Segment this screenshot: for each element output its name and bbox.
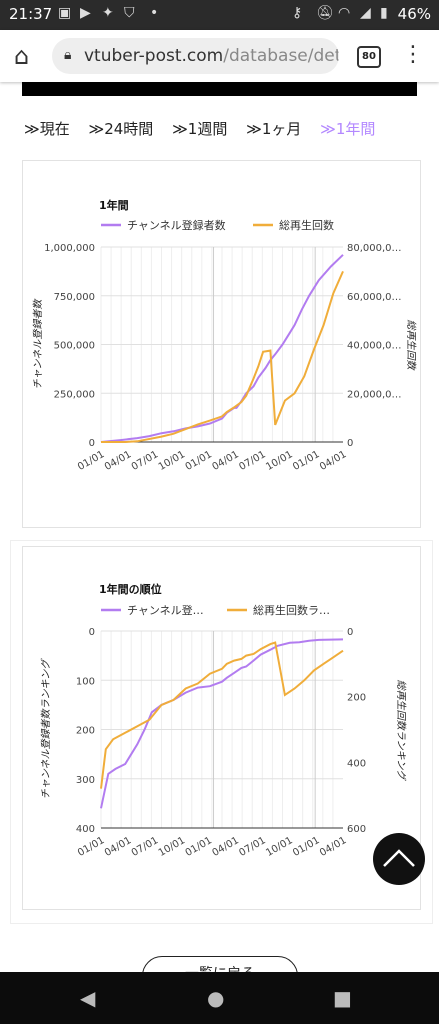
status-bar: 21:37 ▣ ▶ ✦ ⛉ • ⚷ 🔕︎ ◠ ◢ ▮ 46%	[0, 0, 439, 30]
x-tick-label: 01/01	[291, 835, 321, 859]
battery-icon: ▮	[380, 5, 388, 21]
x-tick-label: 07/01	[237, 835, 267, 859]
system-nav-bar: ◀ ● ■	[0, 972, 439, 1024]
line-icon: ▣	[58, 5, 72, 21]
legend-label: チャンネル登録者数	[127, 218, 226, 232]
x-tick-label: 07/01	[130, 835, 160, 859]
browser-toolbar: ⌂ 🔒︎ vtuber-post.com/database/deta 80 ⋮	[0, 30, 439, 82]
page-header-bar	[22, 82, 417, 96]
y-right-tick-label: 600	[347, 824, 366, 835]
x-tick-label: 04/01	[103, 449, 133, 473]
x-tick-label: 04/01	[210, 835, 240, 859]
legend-label: 総再生回数	[279, 218, 334, 232]
x-tick-label: 04/01	[103, 835, 133, 859]
y-left-tick-label: 1,000,000	[44, 243, 95, 254]
shield-icon: ⛉	[124, 5, 135, 21]
y-right-tick-label: 60,000,0…	[347, 292, 402, 303]
x-tick-label: 04/01	[210, 449, 240, 473]
url-path: /database/deta	[223, 46, 339, 66]
legend-label: チャンネル登…	[127, 603, 204, 617]
y-right-axis-label: 総再生回数	[405, 320, 417, 372]
x-tick-label: 01/01	[76, 449, 106, 473]
chart-card-growth: 1年間 チャンネル登録者数 総再生回数 1,000,000 750,000 500,000…	[22, 160, 421, 528]
chevron-up-icon	[383, 849, 415, 867]
x-tick-label: 01/01	[291, 449, 321, 473]
x-tick-label: 10/01	[264, 449, 294, 473]
y-right-tick-label: 400	[347, 758, 366, 769]
y-left-axis-label: チャンネル登録者数ランキング	[40, 658, 52, 799]
y-right-tick-label: 80,000,0…	[347, 243, 402, 254]
series-line-1	[100, 641, 344, 789]
status-time: 21:37	[9, 5, 53, 23]
x-tick-label: 10/01	[264, 835, 294, 859]
recents-icon[interactable]: ■	[333, 986, 352, 1010]
y-left-tick-label: 750,000	[54, 292, 95, 303]
y-right-tick-label: 0	[347, 438, 353, 449]
tab-now[interactable]: ≫現在	[24, 120, 70, 138]
battery-level: 46%	[397, 5, 431, 23]
x-tick-label: 04/01	[318, 449, 348, 473]
chart-title: 1年間	[99, 198, 129, 212]
youtube-icon: ▶	[80, 5, 91, 21]
signal-icon: ◢	[360, 5, 371, 21]
chart-card-rank: 1年間の順位チャンネル登… 総再生回数ラ… 0 100 200 300 400 0 200 400…	[22, 546, 421, 910]
y-right-axis-label: 総再生回数ランキング	[395, 680, 407, 782]
x-tick-label: 10/01	[157, 835, 187, 859]
tab-1month[interactable]: ≫1ヶ月	[246, 120, 302, 138]
y-left-tick-label: 0	[89, 627, 95, 638]
y-left-tick-label: 300	[76, 775, 95, 786]
tab-1week[interactable]: ≫1週間	[172, 120, 228, 138]
key-icon: ⚷	[292, 5, 303, 21]
y-right-tick-label: 200	[347, 693, 366, 704]
x-tick-label: 10/01	[157, 449, 187, 473]
url-text: vtuber-post.com/database/deta	[84, 46, 339, 66]
y-left-tick-label: 100	[76, 676, 95, 687]
series-line-0	[100, 638, 344, 809]
x-tick-label: 07/01	[237, 449, 267, 473]
x-tick-label: 01/01	[184, 835, 214, 859]
y-left-axis-label: チャンネル登録者数	[32, 298, 44, 390]
x-tick-label: 07/01	[130, 449, 160, 473]
x-tick-label: 01/01	[76, 835, 106, 859]
series-line-1	[101, 270, 344, 443]
url-domain: vtuber-post.com	[84, 46, 224, 66]
y-right-tick-label: 40,000,0…	[347, 341, 402, 352]
y-left-tick-label: 500,000	[54, 341, 95, 352]
tab-switcher-button[interactable]: 80	[357, 46, 381, 68]
y-left-tick-label: 400	[76, 824, 95, 835]
dot-icon: •	[150, 5, 159, 21]
y-right-tick-label: 0	[347, 627, 353, 638]
x-tick-label: 01/01	[184, 449, 214, 473]
scroll-to-top-button[interactable]	[373, 833, 425, 885]
mute-icon: 🔕︎	[316, 5, 334, 21]
twitter-icon: ✦	[102, 5, 114, 21]
back-icon[interactable]: ◀	[80, 986, 96, 1010]
y-right-tick-label: 20,000,0…	[347, 389, 402, 400]
y-left-tick-label: 250,000	[54, 389, 95, 400]
y-left-tick-label: 0	[89, 438, 95, 449]
lock-icon: 🔒︎	[64, 47, 72, 63]
x-tick-label: 04/01	[318, 835, 348, 859]
menu-icon[interactable]: ⋮	[402, 42, 424, 67]
tab-1year[interactable]: ≫1年間	[320, 120, 376, 138]
legend-label: 総再生回数ラ…	[253, 603, 330, 617]
y-left-tick-label: 200	[76, 726, 95, 737]
home-circle-icon[interactable]: ●	[207, 986, 225, 1010]
home-icon[interactable]: ⌂	[14, 42, 30, 70]
tab-24h[interactable]: ≫24時間	[88, 120, 154, 138]
wifi-icon: ◠	[338, 5, 351, 21]
chart-title: 1年間の順位	[99, 582, 162, 596]
rank-section	[10, 540, 433, 924]
period-tabs: ≫現在 ≫24時間 ≫1週間 ≫1ヶ月 ≫1年間	[24, 118, 389, 139]
address-bar[interactable]: 🔒︎ vtuber-post.com/database/deta	[52, 38, 339, 74]
